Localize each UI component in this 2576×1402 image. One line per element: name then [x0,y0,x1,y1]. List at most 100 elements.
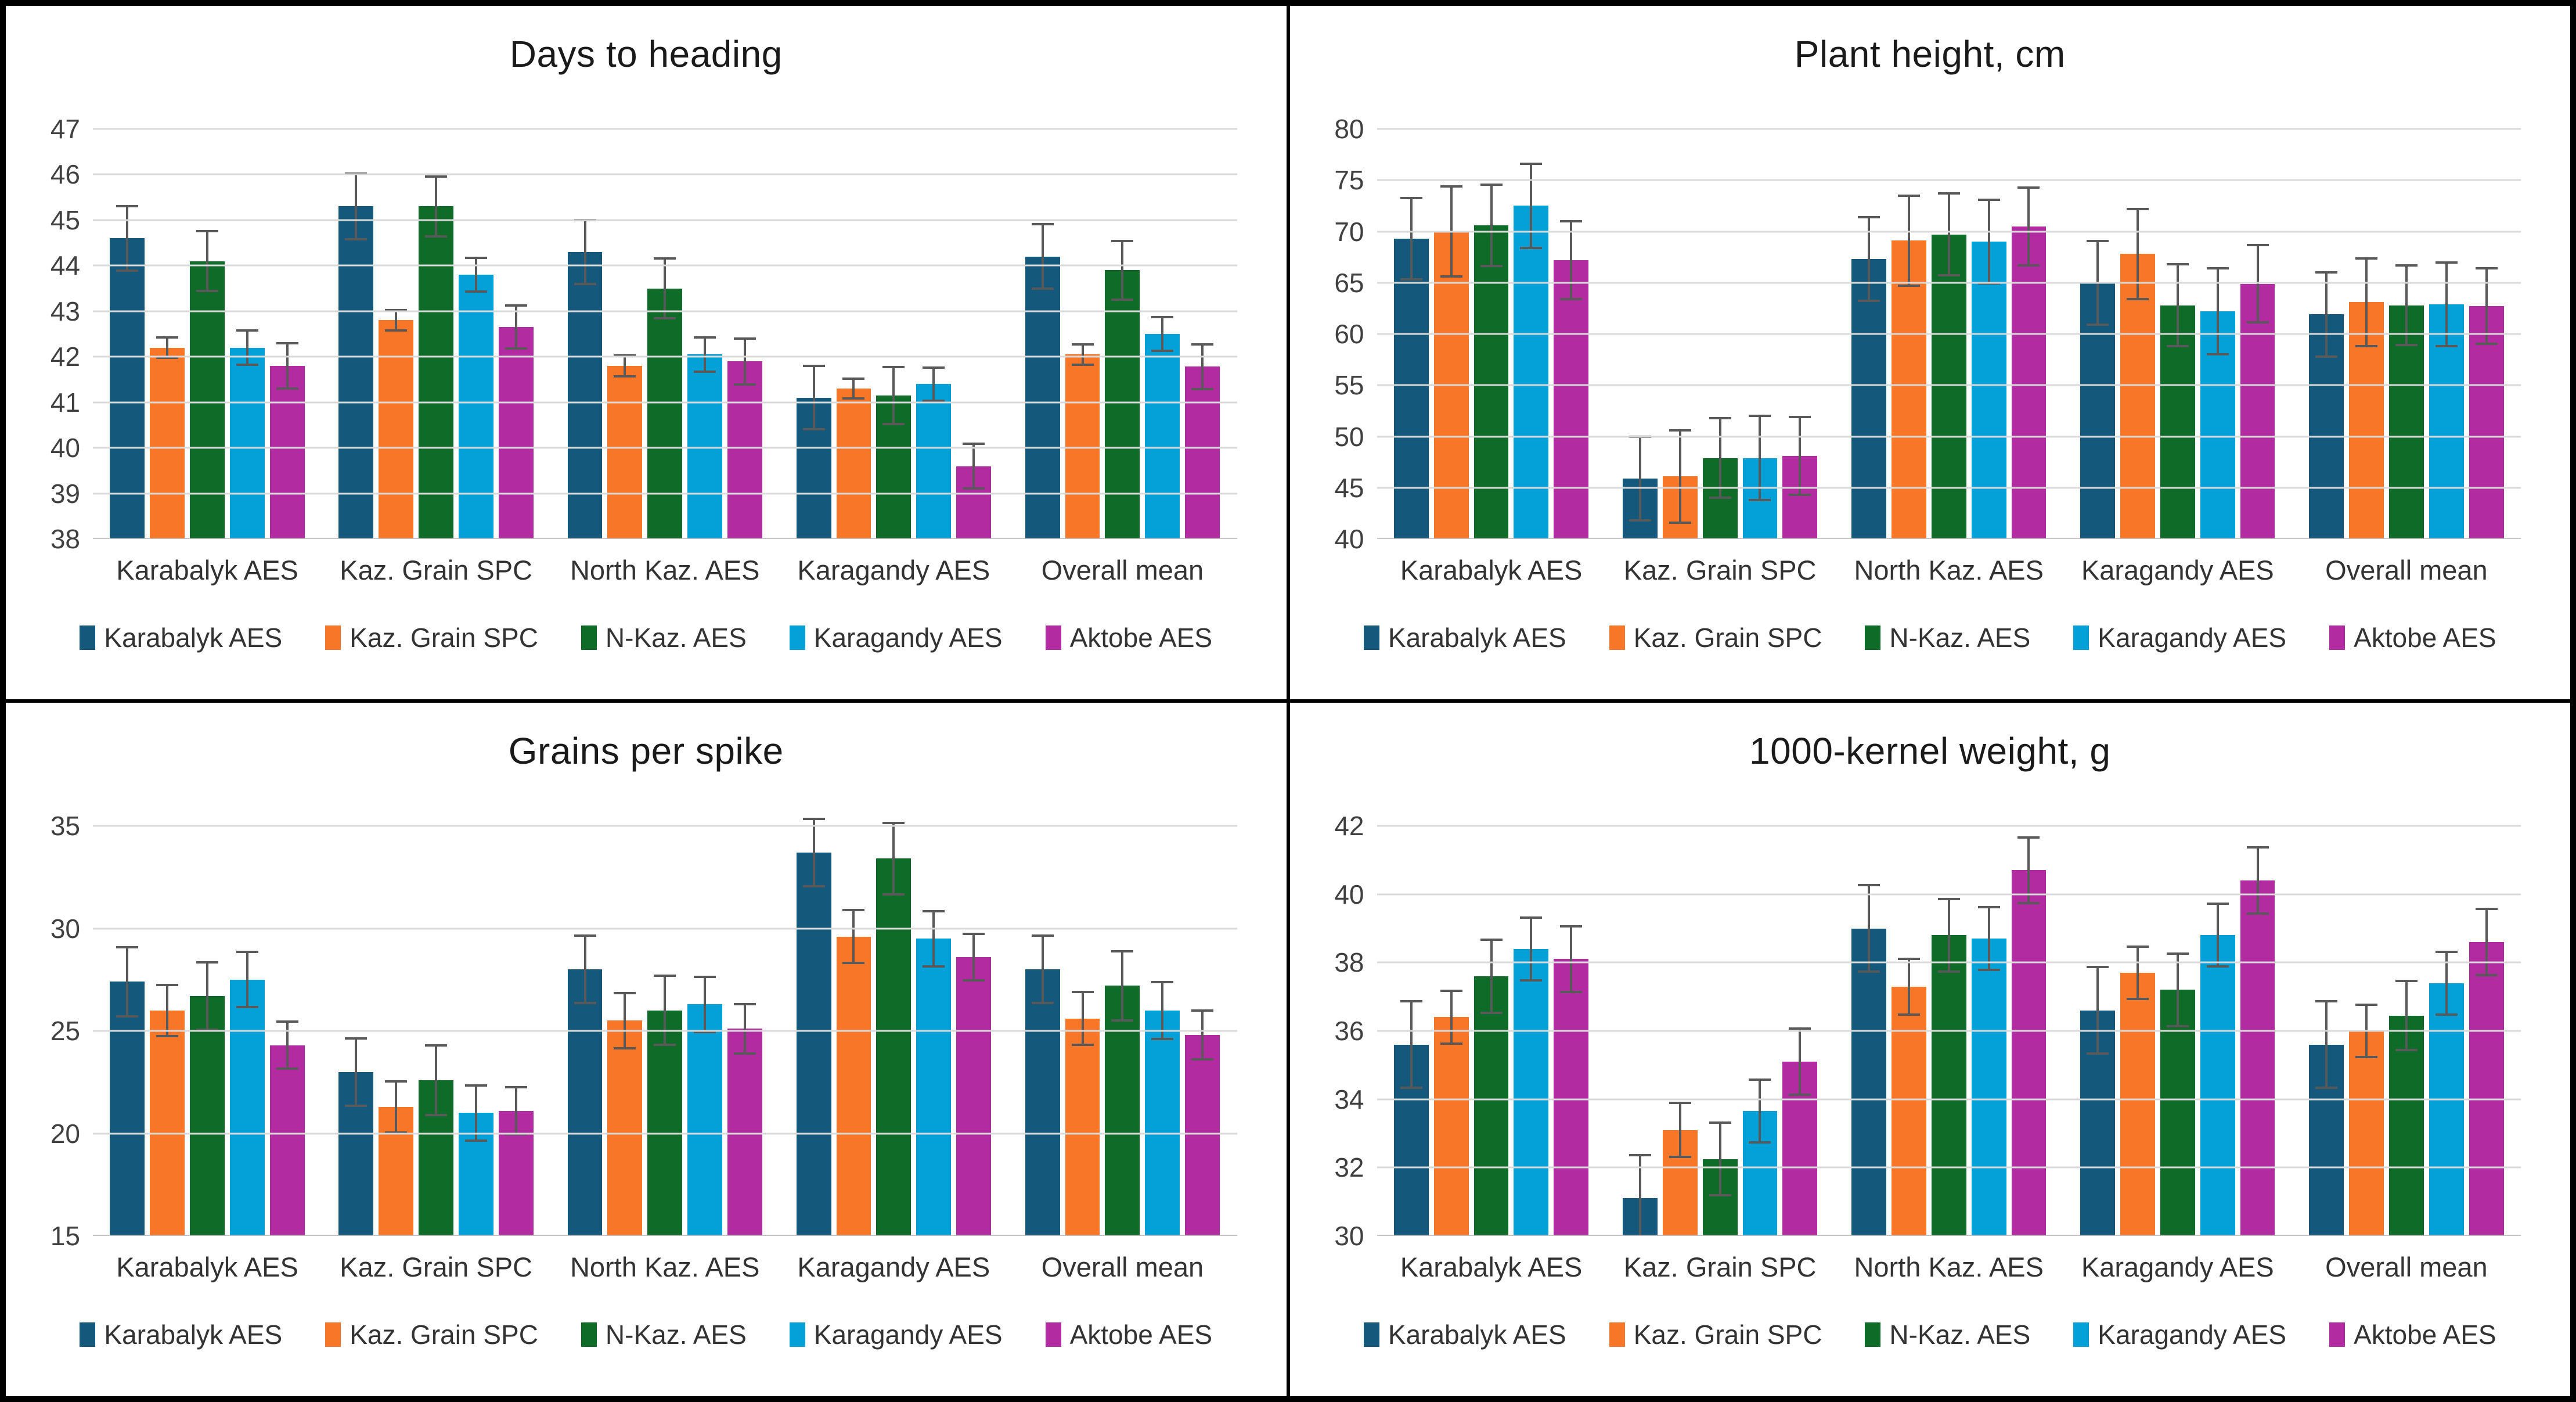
legend-item[interactable]: Kaz. Grain SPC [325,1319,538,1350]
legend-item[interactable]: Karabalyk AES [1363,622,1566,653]
bar[interactable] [687,354,723,539]
legend-item[interactable]: Karagandy AES [789,1319,1003,1350]
bar-slot [2200,826,2235,1236]
legend-item[interactable]: Kaz. Grain SPC [1609,1319,1822,1350]
bar[interactable] [1185,1035,1220,1236]
bar[interactable] [2011,870,2047,1236]
legend-item[interactable]: Karabalyk AES [80,622,282,653]
legend-item[interactable]: Karagandy AES [2073,1319,2286,1350]
bar[interactable] [2200,935,2235,1236]
legend-item[interactable]: Kaz. Grain SPC [1609,622,1822,653]
bar[interactable] [269,365,305,539]
bar[interactable] [1025,969,1060,1236]
bar[interactable] [2469,942,2504,1236]
bar[interactable] [229,979,265,1236]
bar[interactable] [1145,334,1180,539]
error-bar [1709,1121,1731,1197]
bar[interactable] [727,361,762,539]
bar[interactable] [2388,1015,2424,1236]
error-bar-cap-bottom [1977,969,2000,972]
legend-item[interactable]: Aktobe AES [2329,622,2496,653]
bar[interactable] [1971,242,2006,539]
y-tick-label: 43 [50,296,80,326]
bar[interactable] [2120,972,2155,1236]
legend-item[interactable]: Aktobe AES [1045,1319,1212,1350]
legend-item[interactable]: Karabalyk AES [80,1319,282,1350]
bar[interactable] [1065,1018,1100,1236]
bar[interactable] [2240,880,2275,1236]
bar[interactable] [1473,225,1509,539]
legend-item[interactable]: Aktobe AES [1045,622,1212,653]
bar[interactable] [110,982,145,1236]
bar[interactable] [1473,976,1509,1236]
bar[interactable] [498,327,534,539]
bar[interactable] [1433,1017,1469,1236]
bar[interactable] [956,957,991,1236]
error-bar [1749,1079,1771,1144]
bar-slot [1742,826,1778,1236]
legend-item[interactable]: Aktobe AES [2329,1319,2496,1350]
error-bar-cap-top [614,354,636,357]
bar[interactable] [1851,928,1886,1236]
bar[interactable] [1891,986,1926,1236]
legend-item[interactable]: Karagandy AES [789,622,1003,653]
bar[interactable] [419,206,454,539]
bar[interactable] [1393,238,1429,539]
bar[interactable] [190,996,225,1236]
bar[interactable] [836,936,871,1236]
bar[interactable] [916,939,952,1236]
bar[interactable] [1025,256,1060,539]
bar[interactable] [1185,366,1220,539]
bar[interactable] [647,288,683,539]
error-bar [654,257,676,319]
bar[interactable] [190,261,225,539]
legend-item[interactable]: Karabalyk AES [1363,1319,1566,1350]
bar[interactable] [876,858,911,1236]
gridline [1377,333,2521,335]
bar[interactable] [459,275,493,539]
bar[interactable] [338,206,374,539]
bar[interactable] [727,1029,762,1236]
bar[interactable] [379,320,414,539]
bar[interactable] [607,365,643,539]
bar[interactable] [150,347,185,539]
bar[interactable] [1105,986,1140,1236]
bar[interactable] [1514,206,1549,539]
bar[interactable] [2120,254,2155,539]
legend-item[interactable]: N-Kaz. AES [1865,1319,2030,1350]
bar[interactable] [1554,959,1589,1236]
legend-item[interactable]: N-Kaz. AES [1865,622,2030,653]
bar[interactable] [567,969,603,1236]
bar[interactable] [796,852,831,1236]
legend-item[interactable]: N-Kaz. AES [581,622,747,653]
bar[interactable] [1554,260,1589,539]
bar[interactable] [647,1010,683,1236]
bar[interactable] [150,1010,185,1236]
bar[interactable] [1514,948,1549,1236]
bar[interactable] [2429,983,2464,1236]
bar[interactable] [836,389,871,539]
error-bar-line [1759,415,1761,501]
bar[interactable] [229,347,265,539]
bar[interactable] [1851,259,1886,539]
legend-item[interactable]: N-Kaz. AES [581,1319,747,1350]
legend-item[interactable]: Karagandy AES [2073,622,2286,653]
bar[interactable] [1065,354,1100,539]
bar[interactable] [916,384,952,539]
bar[interactable] [1145,1010,1180,1236]
bar[interactable] [2011,226,2047,539]
legend-item[interactable]: Kaz. Grain SPC [325,622,538,653]
bar[interactable] [2349,1031,2384,1236]
bar[interactable] [2240,283,2275,539]
bar[interactable] [269,1045,305,1236]
error-bar [2355,257,2378,347]
bar[interactable] [687,1004,723,1236]
bar[interactable] [110,238,145,539]
bar[interactable] [567,251,603,539]
bar[interactable] [1891,240,1926,539]
bar[interactable] [1971,939,2006,1236]
error-bar-line [2096,966,2099,1055]
bar[interactable] [1931,935,1966,1236]
bar[interactable] [607,1020,643,1236]
bar[interactable] [1931,234,1966,539]
